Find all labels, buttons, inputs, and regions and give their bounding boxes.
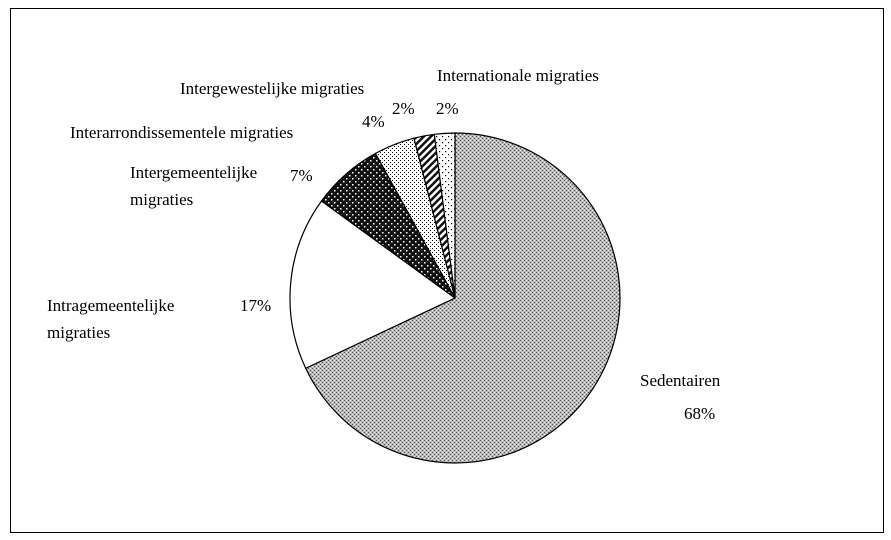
slice-label: Internationale migraties bbox=[437, 66, 599, 85]
value-label: 2% bbox=[392, 99, 415, 118]
frame bbox=[10, 8, 884, 533]
value-label: 2% bbox=[436, 99, 459, 118]
slice-label: Interarrondissementele migraties bbox=[70, 123, 294, 142]
slice-label: Intergemeentelijke migraties bbox=[130, 163, 258, 209]
pie-slice bbox=[304, 132, 621, 464]
value-label: 7% bbox=[290, 166, 313, 185]
value-label: 17% bbox=[240, 296, 272, 315]
value-label: 68% bbox=[684, 404, 716, 423]
pie-slice bbox=[289, 200, 457, 370]
value-label: 4% bbox=[362, 112, 385, 131]
slice-label: Intergewestelijke migraties bbox=[180, 79, 365, 98]
pie-slice bbox=[433, 132, 456, 299]
slice-label: Sedentairen bbox=[640, 371, 721, 390]
slice-label: Intragemeentelijke migraties bbox=[47, 296, 175, 342]
